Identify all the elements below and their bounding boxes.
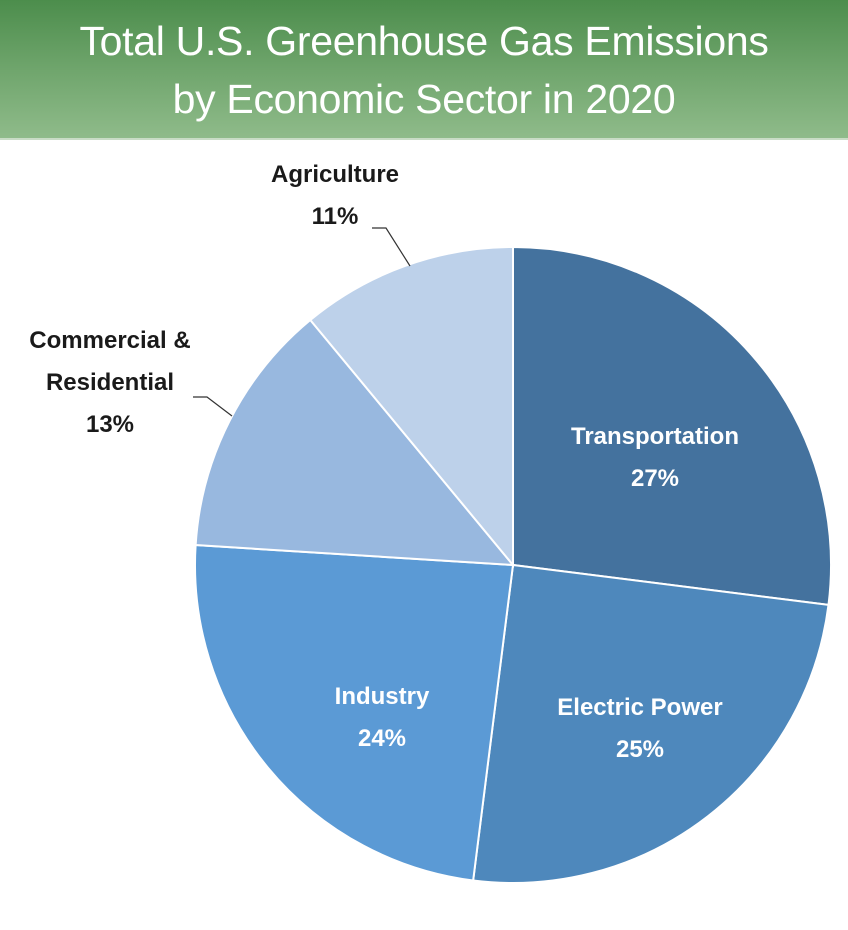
label-transportation: Transportation 27% bbox=[520, 416, 790, 500]
label-name-line2: Residential bbox=[45, 369, 175, 396]
label-name: Transportation bbox=[570, 423, 739, 450]
chart-title-line1: Total U.S. Greenhouse Gas Emissions bbox=[79, 18, 769, 64]
chart-title-line2: by Economic Sector in 2020 bbox=[172, 76, 676, 122]
chart-header: Total U.S. Greenhouse Gas Emissions by E… bbox=[0, 0, 848, 140]
label-pct: 13% bbox=[85, 411, 135, 438]
leader-line-commercial-residential bbox=[193, 396, 233, 417]
pie-slice-commercial-residential bbox=[194, 318, 516, 567]
label-pct: 27% bbox=[630, 465, 680, 492]
pie-slice-electric-power bbox=[472, 563, 830, 884]
label-pct: 25% bbox=[615, 736, 665, 763]
label-name: Industry bbox=[334, 683, 430, 710]
pie-slice-agriculture bbox=[308, 245, 514, 568]
label-name: Electric Power bbox=[557, 694, 723, 721]
label-agriculture: Agriculture 11% bbox=[220, 154, 450, 238]
label-industry: Industry 24% bbox=[262, 676, 502, 760]
leader-line-agriculture bbox=[372, 227, 411, 267]
label-pct: 24% bbox=[357, 725, 407, 752]
pie-slice-industry bbox=[194, 543, 515, 882]
label-name: Agriculture bbox=[270, 161, 399, 188]
label-commercial-residential: Commercial & Residential 13% bbox=[0, 320, 220, 446]
pie-slice-transportation bbox=[512, 245, 832, 606]
label-pct: 11% bbox=[311, 203, 359, 230]
label-electric-power: Electric Power 25% bbox=[505, 687, 775, 771]
label-name-line1: Commercial & bbox=[29, 327, 191, 354]
